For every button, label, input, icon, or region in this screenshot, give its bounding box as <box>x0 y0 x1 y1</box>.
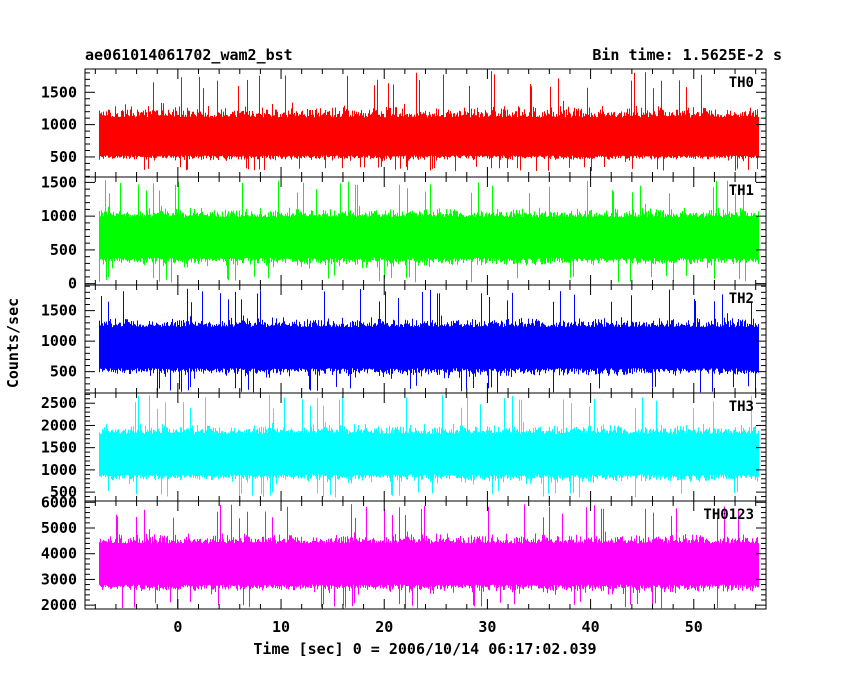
y-tick-label-th1: 1500 <box>41 173 77 191</box>
y-tick-label-th3: 1500 <box>41 439 77 457</box>
panel-label-th0123: TH0123 <box>703 507 754 523</box>
panel-label-th0: TH0 <box>729 75 754 91</box>
x-tick-label: 20 <box>375 618 393 636</box>
y-tick-label-th0123: 4000 <box>41 545 77 563</box>
y-tick-label-th0123: 6000 <box>41 493 77 511</box>
y-tick-label-th3: 500 <box>50 483 77 501</box>
y-tick-label-th0: 1000 <box>41 116 77 134</box>
y-tick-label-th2: 1000 <box>41 332 77 350</box>
y-tick-label-th1: 500 <box>50 241 77 259</box>
x-axis-label: Time [sec] 0 = 2006/10/14 06:17:02.039 <box>253 640 596 658</box>
x-tick-label: 40 <box>582 618 600 636</box>
panel-th0123: 2000 3000 4000 5000 6000 TH0123 <box>41 493 767 614</box>
y-tick-label-th1: 1000 <box>41 207 77 225</box>
y-tick-label-th3: 2500 <box>41 394 77 412</box>
panel-label-th3: TH3 <box>729 399 754 415</box>
panel-label-th1: TH1 <box>729 183 754 199</box>
series-th1 <box>99 180 759 283</box>
y-tick-label-th0123: 5000 <box>41 519 77 537</box>
series-th2 <box>99 288 759 393</box>
panel-th3: 500 1000 1500 2000 2500 TH3 <box>41 392 767 502</box>
x-tick-label: 30 <box>478 618 496 636</box>
header-left: ae061014061702_wam2_bst <box>85 46 293 64</box>
series-th0 <box>99 71 759 172</box>
panel-label-th2: TH2 <box>729 291 754 307</box>
y-tick-label-th2: 500 <box>50 363 77 381</box>
y-tick-label-th0: 1500 <box>41 83 77 101</box>
y-tick-label-th3: 1000 <box>41 461 77 479</box>
y-axis-label: Counts/sec <box>4 298 22 388</box>
panel-th2: 500 1000 1500 TH2 <box>41 284 767 394</box>
panel-th1: 0 500 1000 1500 TH1 <box>41 173 767 293</box>
x-tick-label: 0 <box>173 618 182 636</box>
panel-th0: 500 1000 1500 TH0 <box>41 68 767 178</box>
header-right: Bin time: 1.5625E-2 s <box>592 46 782 64</box>
y-tick-label-th3: 2000 <box>41 416 77 434</box>
y-tick-label-th1: 0 <box>68 275 77 293</box>
series-th0123 <box>99 504 759 609</box>
y-tick-label-th2: 1500 <box>41 302 77 320</box>
x-tick-label: 10 <box>272 618 290 636</box>
y-tick-label-th0123: 3000 <box>41 570 77 588</box>
y-tick-label-th0123: 2000 <box>41 596 77 614</box>
y-tick-label-th0: 500 <box>50 148 77 166</box>
x-tick-label: 50 <box>685 618 703 636</box>
series-th3 <box>99 394 759 498</box>
